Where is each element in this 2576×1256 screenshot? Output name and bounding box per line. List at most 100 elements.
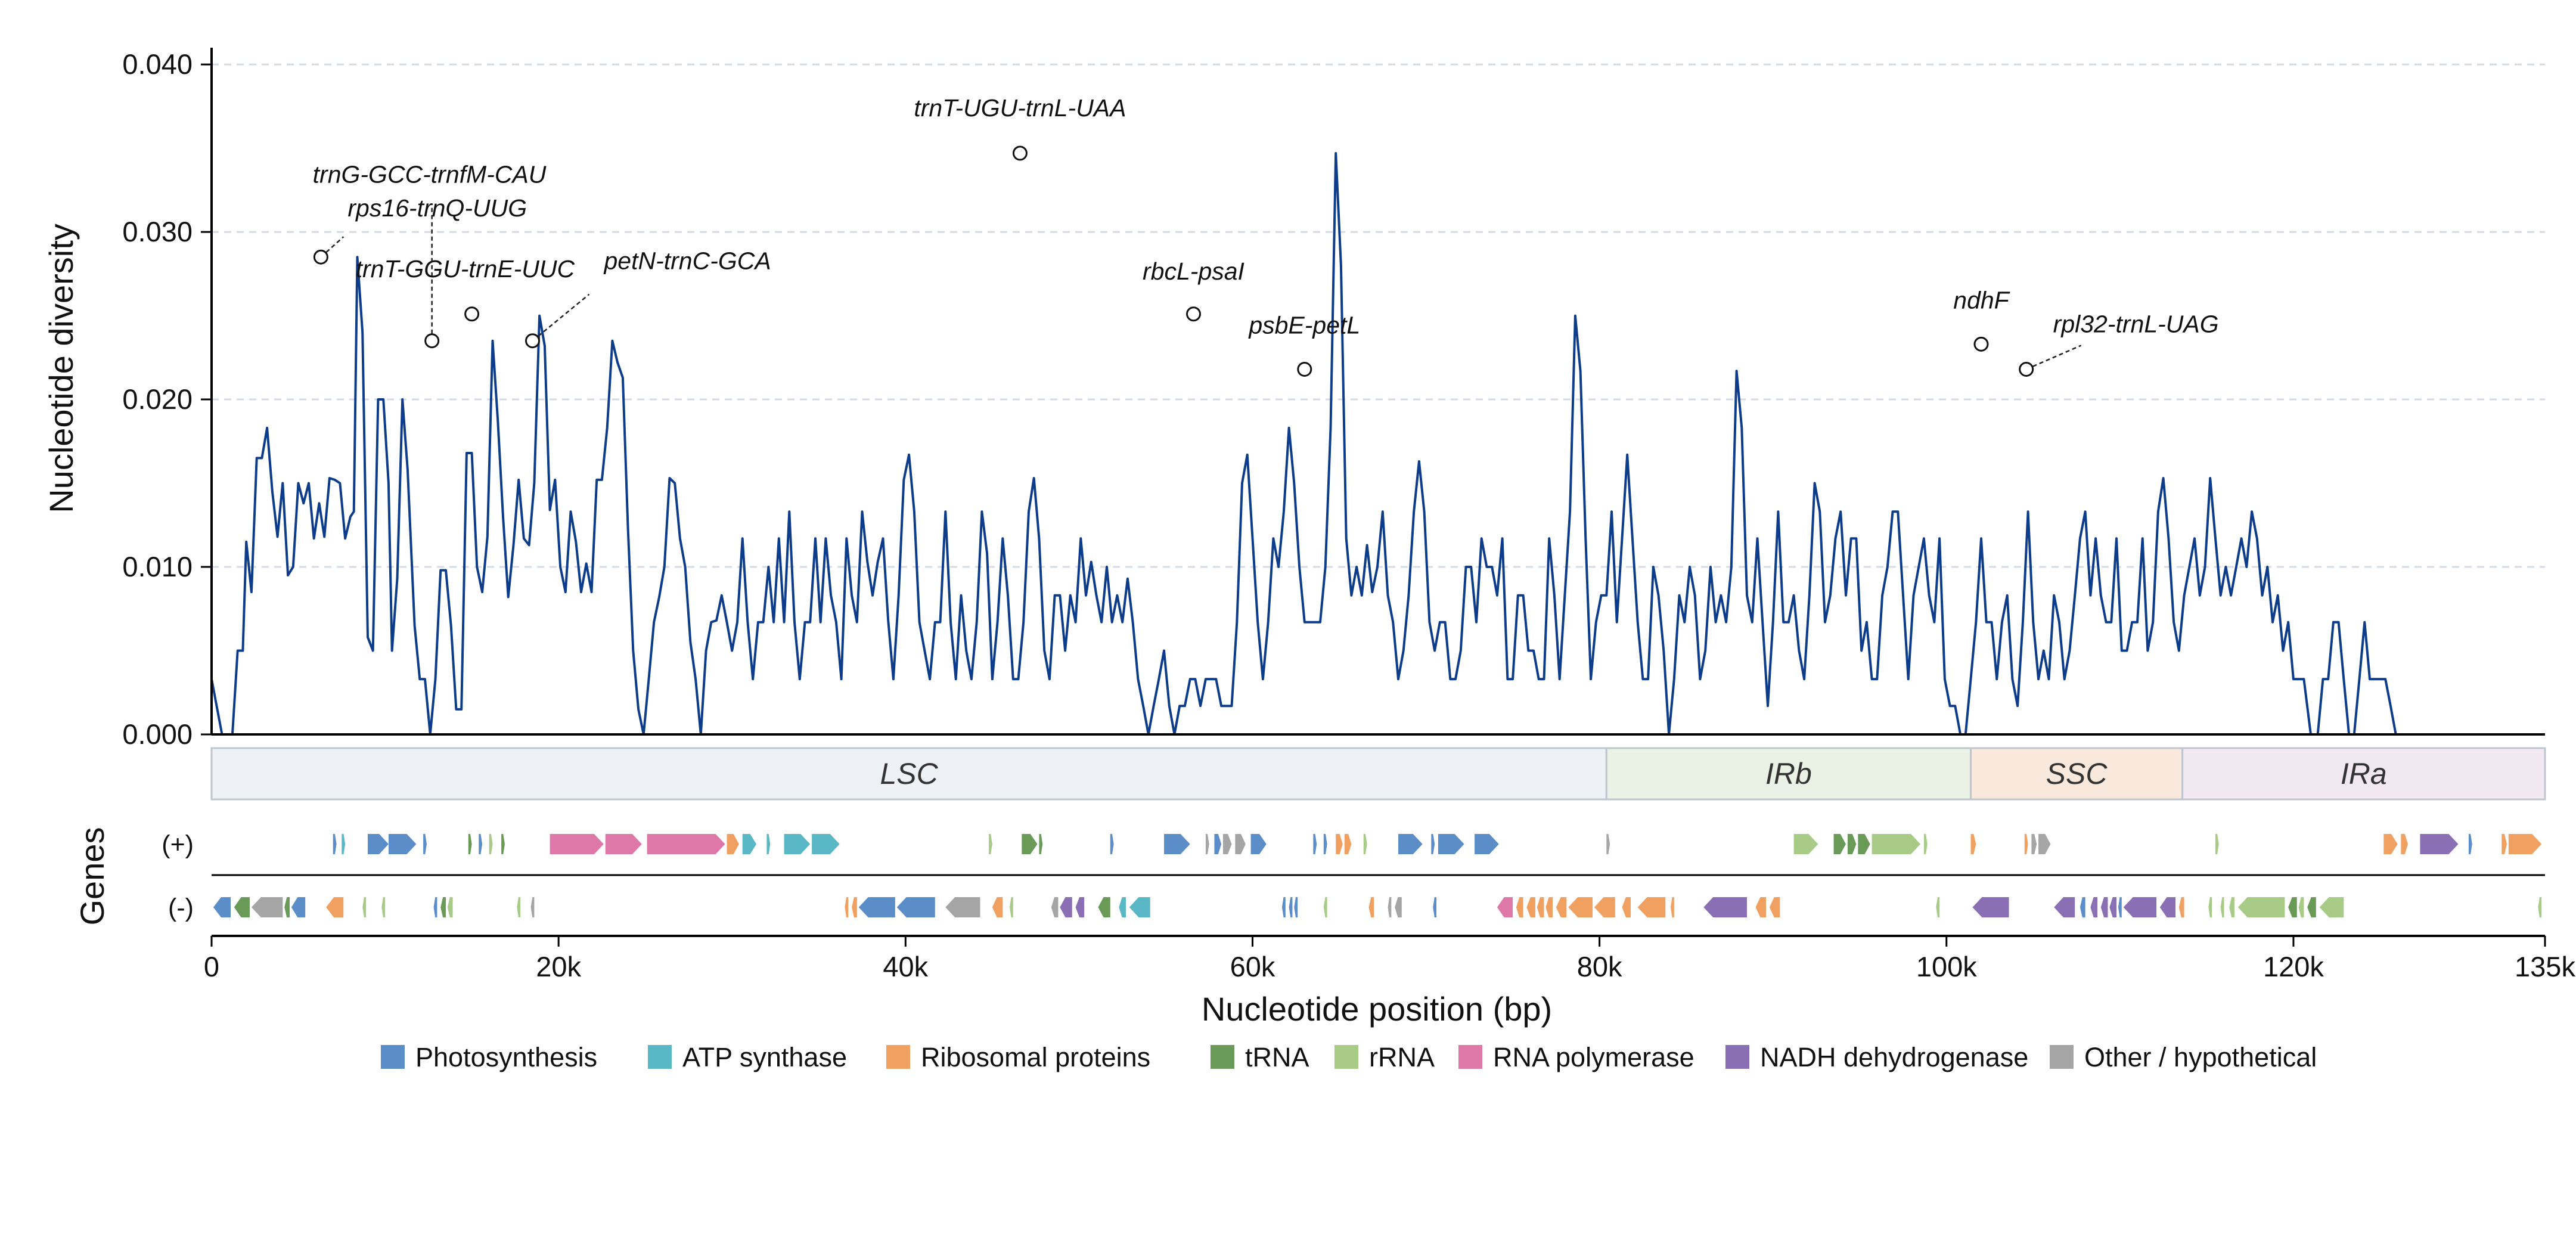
gene-arrow — [2123, 897, 2156, 917]
gene-arrow — [1755, 897, 1767, 917]
x-tick-label: 80k — [1577, 951, 1622, 982]
gene-arrow — [468, 834, 472, 854]
peak-label: petN-trnC-GCA — [603, 247, 771, 275]
gene-arrow — [1129, 897, 1150, 917]
peak-marker — [313, 249, 328, 265]
gene-arrow — [784, 834, 811, 854]
gene-arrow — [2208, 897, 2212, 917]
gene-arrow — [1289, 897, 1293, 917]
gene-arrow — [1858, 834, 1870, 854]
gene-arrow — [550, 834, 604, 854]
gene-arrow — [727, 834, 739, 854]
gene-arrow — [1323, 834, 1327, 854]
gene-arrow — [213, 897, 231, 917]
gene-arrow — [326, 897, 344, 917]
x-tick-label: 20k — [536, 951, 581, 982]
gene-arrow — [1670, 897, 1674, 917]
y-tick-label: 0.020 — [122, 383, 193, 415]
legend-label: RNA polymerase — [1493, 1042, 1694, 1072]
region-block — [2181, 747, 2546, 801]
gene-arrow — [1438, 834, 1464, 854]
gene-arrow — [284, 897, 290, 917]
gene-arrow — [1214, 834, 1222, 854]
legend-swatch — [2050, 1045, 2074, 1069]
y-tick-label: 0.030 — [122, 216, 193, 247]
gene-arrow — [1098, 897, 1110, 917]
gene-arrow — [1235, 834, 1246, 854]
legend-label: NADH dehydrogenase — [1760, 1042, 2028, 1072]
gene-arrow — [1388, 897, 1392, 917]
gene-arrow — [2383, 834, 2398, 854]
gene-arrow — [447, 897, 453, 917]
gene-arrow — [1606, 834, 1610, 854]
gene-arrow — [1119, 897, 1126, 917]
gene-arrow — [1039, 834, 1043, 854]
gene-arrow — [2229, 897, 2234, 917]
gene-arrow — [852, 897, 857, 917]
gene-arrow — [2118, 897, 2122, 917]
gene-arrow — [2109, 897, 2117, 917]
region-block — [1970, 747, 2184, 801]
strand-minus-label: (-) — [168, 894, 194, 922]
gene-arrow — [1475, 834, 1499, 854]
gene-arrow — [2501, 834, 2507, 854]
gene-arrow — [992, 897, 1003, 917]
peak-label: rbcL-psaI — [1143, 258, 1244, 285]
x-tick-label: 135k — [2515, 951, 2575, 982]
gene-arrow — [234, 897, 250, 917]
gene-arrow — [1970, 834, 1976, 854]
legend-label: Other / hypothetical — [2084, 1042, 2317, 1072]
gene-arrow — [367, 834, 389, 854]
gene-arrow — [1793, 834, 1818, 854]
gene-arrow — [2090, 897, 2098, 917]
gene-arrow — [2538, 897, 2542, 917]
legend-label: Photosynthesis — [415, 1042, 597, 1072]
gene-arrow — [1431, 834, 1435, 854]
region-label: SSC — [2046, 757, 2108, 790]
gene-arrow — [1972, 897, 2009, 917]
gene-arrow — [1872, 834, 1921, 854]
gene-arrow — [440, 897, 446, 917]
gene-arrow — [2420, 834, 2459, 854]
gene-arrow — [2468, 834, 2472, 854]
gene-arrow — [1051, 897, 1059, 917]
peak-marker — [464, 306, 480, 322]
gene-arrow — [1250, 834, 1267, 854]
y-tick-label: 0.010 — [122, 551, 193, 582]
gene-arrow — [1164, 834, 1190, 854]
gene-arrow — [989, 834, 992, 854]
gene-arrow — [2288, 897, 2297, 917]
legend-layer: Photosynthesis ATP synthase Ribosomal prot… — [381, 1042, 2317, 1072]
gene-arrow — [2100, 897, 2108, 917]
peak-marker — [1973, 336, 1989, 352]
region-label: IRa — [2341, 757, 2387, 790]
gene-arrow — [1833, 834, 1846, 854]
gene-arrow — [896, 897, 935, 917]
gene-arrow — [2159, 897, 2176, 917]
gene-arrow — [647, 834, 725, 854]
gene-arrow — [1545, 897, 1553, 917]
gene-arrow — [1110, 834, 1114, 854]
peak-marker — [2019, 361, 2034, 377]
gene-arrow — [1009, 897, 1013, 917]
axis-layer: Nucleotide diversity Genes (+) (-) Nucle… — [42, 48, 2575, 1028]
gene-arrow — [2080, 897, 2085, 917]
gene-arrow — [1323, 897, 1327, 917]
legend-swatch — [1334, 1045, 1358, 1069]
gene-arrow — [1769, 897, 1780, 917]
gene-arrow — [945, 897, 980, 917]
gene-arrow — [1537, 897, 1544, 917]
legend-label: Ribosomal proteins — [921, 1042, 1150, 1072]
gene-arrow — [2024, 834, 2028, 854]
gene-arrow — [291, 897, 306, 917]
gene-arrow — [251, 897, 283, 917]
x-tick-label: 120k — [2263, 951, 2324, 982]
region-label: IRb — [1765, 757, 1812, 790]
peak-label: ndhF — [1953, 286, 2010, 314]
genes-axis-title: Genes — [73, 827, 111, 926]
gene-arrow — [1281, 897, 1286, 917]
gene-arrow — [1516, 897, 1523, 917]
peak-leader-line — [2026, 345, 2082, 370]
